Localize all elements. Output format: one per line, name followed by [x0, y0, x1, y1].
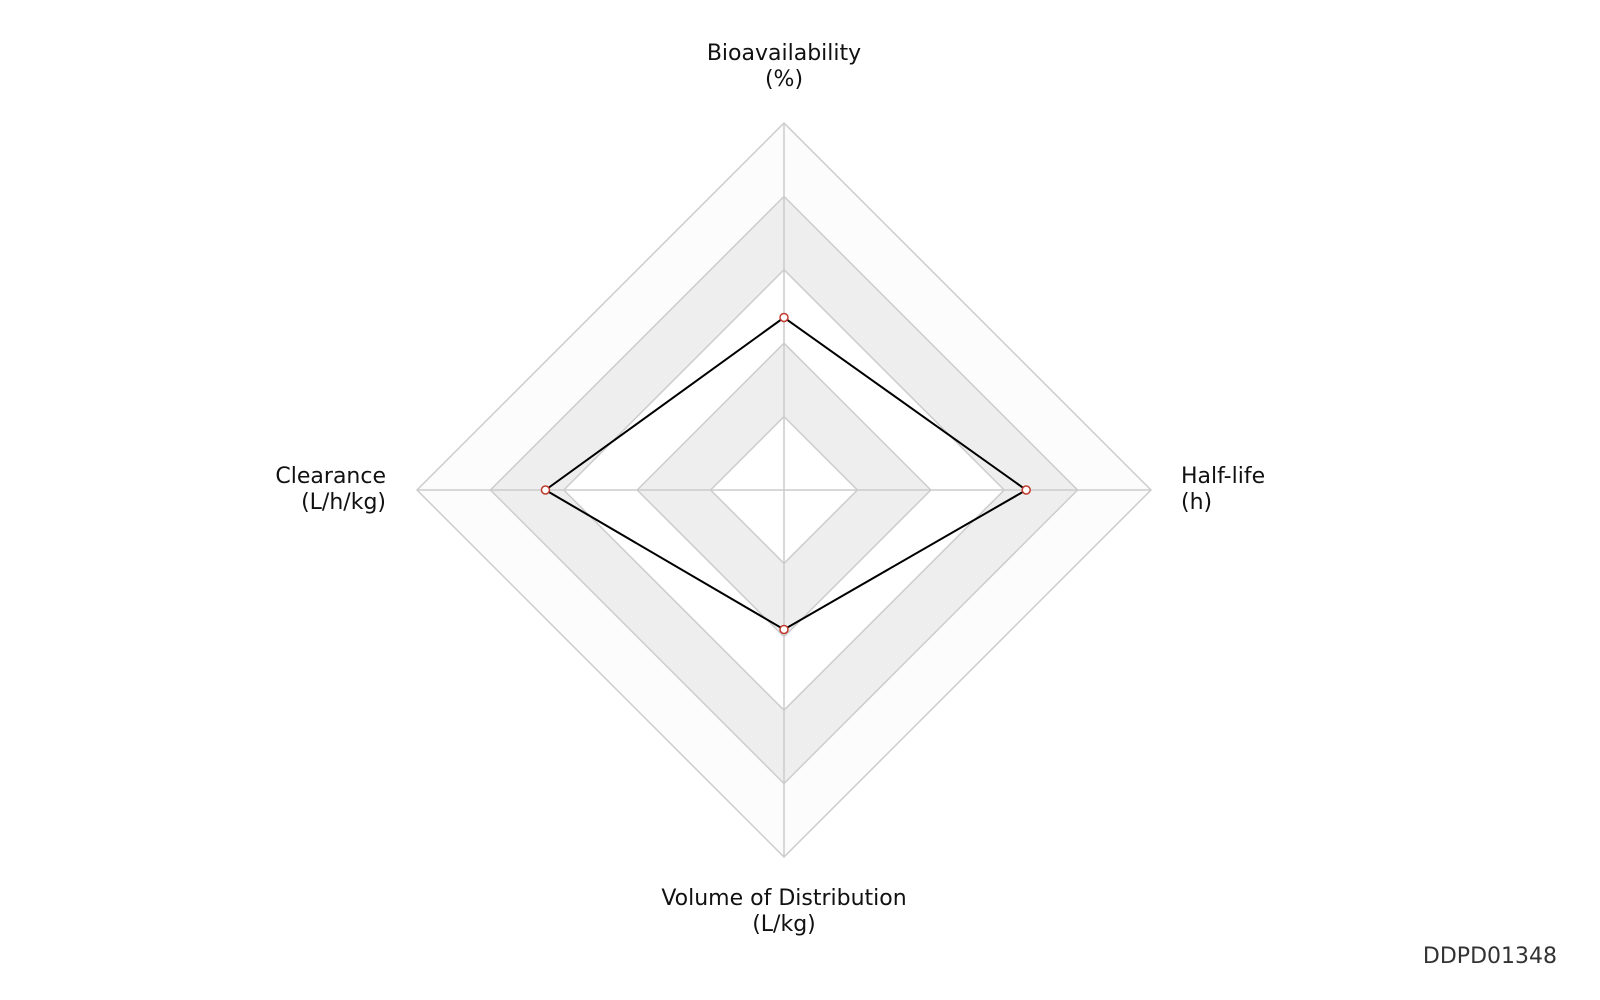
data-point — [779, 624, 789, 635]
data-point — [540, 485, 551, 495]
axis-label: (L/h/kg) — [301, 490, 386, 515]
axis-label: (h) — [1181, 490, 1212, 515]
axis-label: Volume of Distribution — [661, 886, 906, 911]
axis-label: Clearance — [275, 464, 386, 489]
watermark: DDPD01348 — [1423, 944, 1557, 969]
axis-label: Bioavailability — [707, 41, 861, 66]
axis-label: Half-life — [1181, 464, 1265, 489]
data-point — [779, 312, 789, 323]
data-point — [1021, 485, 1031, 495]
axis-label: (%) — [765, 67, 803, 92]
axis-label: (L/kg) — [752, 912, 816, 937]
